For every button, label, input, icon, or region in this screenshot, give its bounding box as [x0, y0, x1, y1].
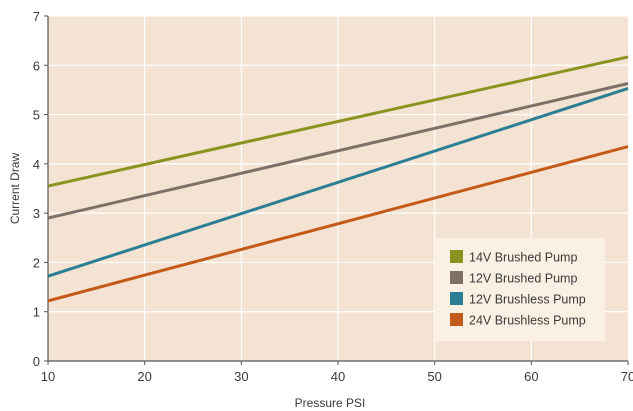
- tick-labels: 10 20 30 40 50 60 70 0 1 2 3 4 5 6 7: [33, 9, 633, 384]
- x-tick-label: 50: [427, 369, 441, 384]
- series-line: [47, 82, 629, 220]
- x-axis-title: Pressure PSI: [295, 396, 366, 410]
- y-tick-label: 5: [33, 108, 40, 123]
- legend-label: 14V Brushed Pump: [469, 251, 577, 265]
- legend-box: [436, 238, 605, 341]
- axes: [44, 15, 629, 365]
- y-tick-label: 4: [33, 157, 40, 172]
- y-tick-label: 1: [33, 305, 40, 320]
- y-tick-label: 2: [33, 255, 40, 270]
- series-lines: [47, 55, 629, 303]
- legend-swatch: [450, 313, 463, 326]
- y-tick-label: 0: [33, 354, 40, 369]
- legend-label: 12V Brushless Pump: [469, 293, 586, 307]
- x-tick-label: 70: [621, 369, 633, 384]
- series-line: [47, 87, 629, 278]
- series-line: [47, 145, 629, 303]
- series-line: [47, 55, 629, 188]
- x-tick-label: 10: [41, 369, 55, 384]
- x-tick-label: 40: [331, 369, 345, 384]
- x-tick-label: 20: [137, 369, 151, 384]
- legend: 14V Brushed Pump 12V Brushed Pump 12V Brus…: [436, 238, 605, 341]
- x-tick-label: 30: [234, 369, 248, 384]
- legend-swatch: [450, 292, 463, 305]
- legend-label: 12V Brushed Pump: [469, 272, 577, 286]
- legend-swatch: [450, 250, 463, 263]
- y-axis-title: Current Draw: [8, 152, 22, 224]
- legend-label: 24V Brushless Pump: [469, 314, 586, 328]
- x-tick-label: 60: [524, 369, 538, 384]
- y-tick-label: 7: [33, 9, 40, 24]
- y-tick-label: 6: [33, 58, 40, 73]
- y-tick-label: 3: [33, 206, 40, 221]
- legend-swatch: [450, 271, 463, 284]
